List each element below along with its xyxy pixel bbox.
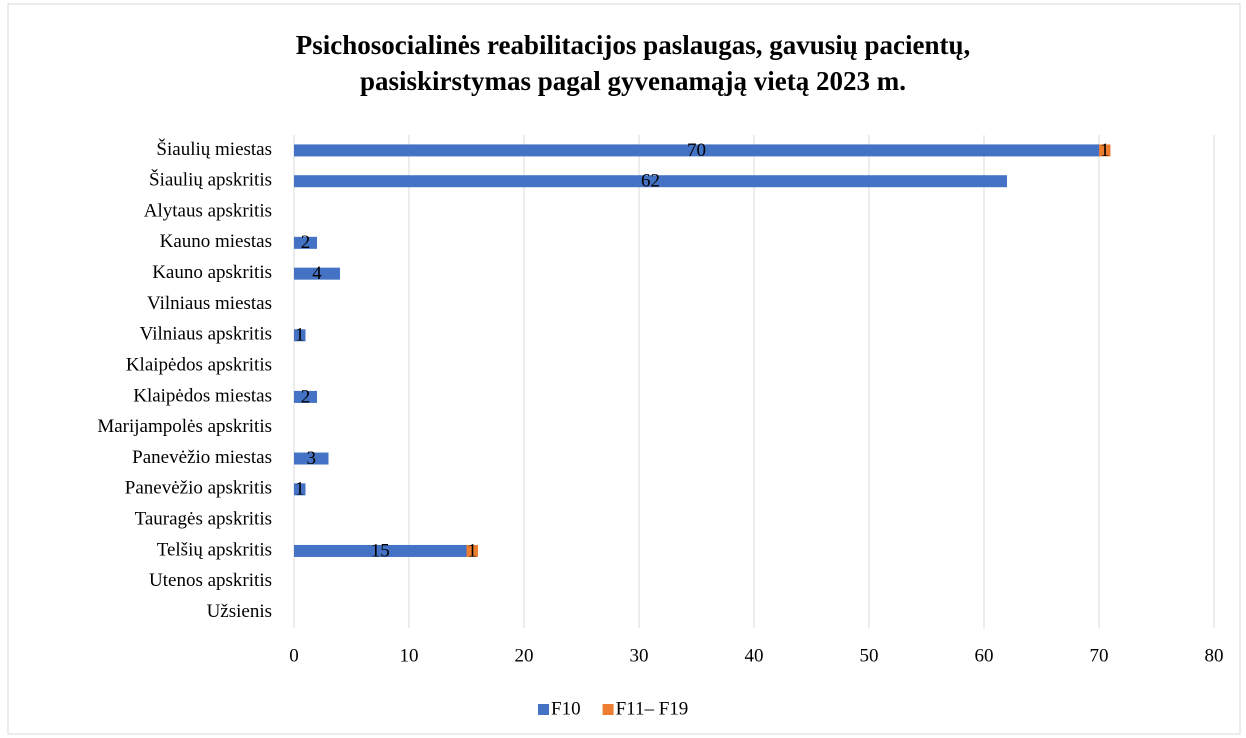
y-tick-label: Klaipėdos miestas	[133, 385, 272, 406]
legend-label: F10	[551, 698, 581, 719]
bar	[294, 390, 317, 403]
bar	[1099, 144, 1111, 157]
y-tick-label: Marijampolės apskritis	[97, 416, 272, 437]
legend-swatch	[538, 704, 549, 715]
data-label: 4	[312, 263, 322, 284]
y-tick-label: Vilniaus miestas	[147, 293, 272, 314]
y-tick-label: Panevėžio miestas	[132, 447, 272, 468]
data-label: 2	[301, 386, 311, 407]
y-tick-label: Telšių apskritis	[157, 539, 272, 560]
bar	[294, 144, 1099, 157]
y-tick-label: Tauragės apskritis	[135, 509, 272, 530]
y-tick-label: Klaipėdos apskritis	[126, 354, 272, 375]
data-label: 1	[295, 479, 305, 500]
bar	[294, 236, 317, 249]
data-label: 1	[1100, 140, 1110, 161]
chart-border	[7, 3, 1241, 735]
x-tick-label: 0	[289, 645, 299, 666]
y-tick-label: Kauno miestas	[160, 231, 272, 252]
data-label: 3	[307, 448, 317, 469]
data-label: 70	[687, 140, 706, 161]
bar	[294, 544, 467, 557]
data-label: 1	[468, 540, 478, 561]
data-label: 62	[641, 171, 660, 192]
bar	[294, 329, 306, 342]
x-tick-label: 10	[400, 645, 419, 666]
y-tick-label: Šiaulių miestas	[156, 138, 272, 160]
data-label: 15	[371, 540, 390, 561]
chart-subtitle: pasiskirstymas pagal gyvenamąją vietą 20…	[360, 66, 906, 96]
data-label: 2	[301, 232, 311, 253]
y-tick-label: Utenos apskritis	[149, 570, 272, 591]
bar	[294, 175, 1007, 188]
x-tick-label: 40	[745, 645, 764, 666]
bar	[294, 267, 340, 280]
y-tick-label: Vilniaus apskritis	[140, 324, 272, 345]
bar	[466, 544, 478, 557]
x-tick-label: 50	[860, 645, 879, 666]
chart-title: Psichosocialinės reabilitacijos paslauga…	[296, 30, 971, 60]
x-tick-label: 20	[515, 645, 534, 666]
x-tick-label: 70	[1090, 645, 1109, 666]
y-tick-label: Užsienis	[207, 601, 272, 622]
legend-label: F11– F19	[616, 698, 689, 719]
legend-swatch	[602, 704, 614, 715]
y-tick-label: Kauno apskritis	[152, 262, 272, 283]
bar	[294, 452, 329, 465]
y-tick-label: Panevėžio apskritis	[125, 478, 272, 499]
y-tick-label: Šiaulių apskritis	[149, 169, 272, 191]
bar	[294, 483, 306, 496]
x-tick-label: 60	[975, 645, 994, 666]
x-tick-label: 30	[630, 645, 649, 666]
data-label: 1	[295, 325, 305, 346]
y-tick-label: Alytaus apskritis	[144, 200, 272, 221]
x-tick-label: 80	[1205, 645, 1224, 666]
